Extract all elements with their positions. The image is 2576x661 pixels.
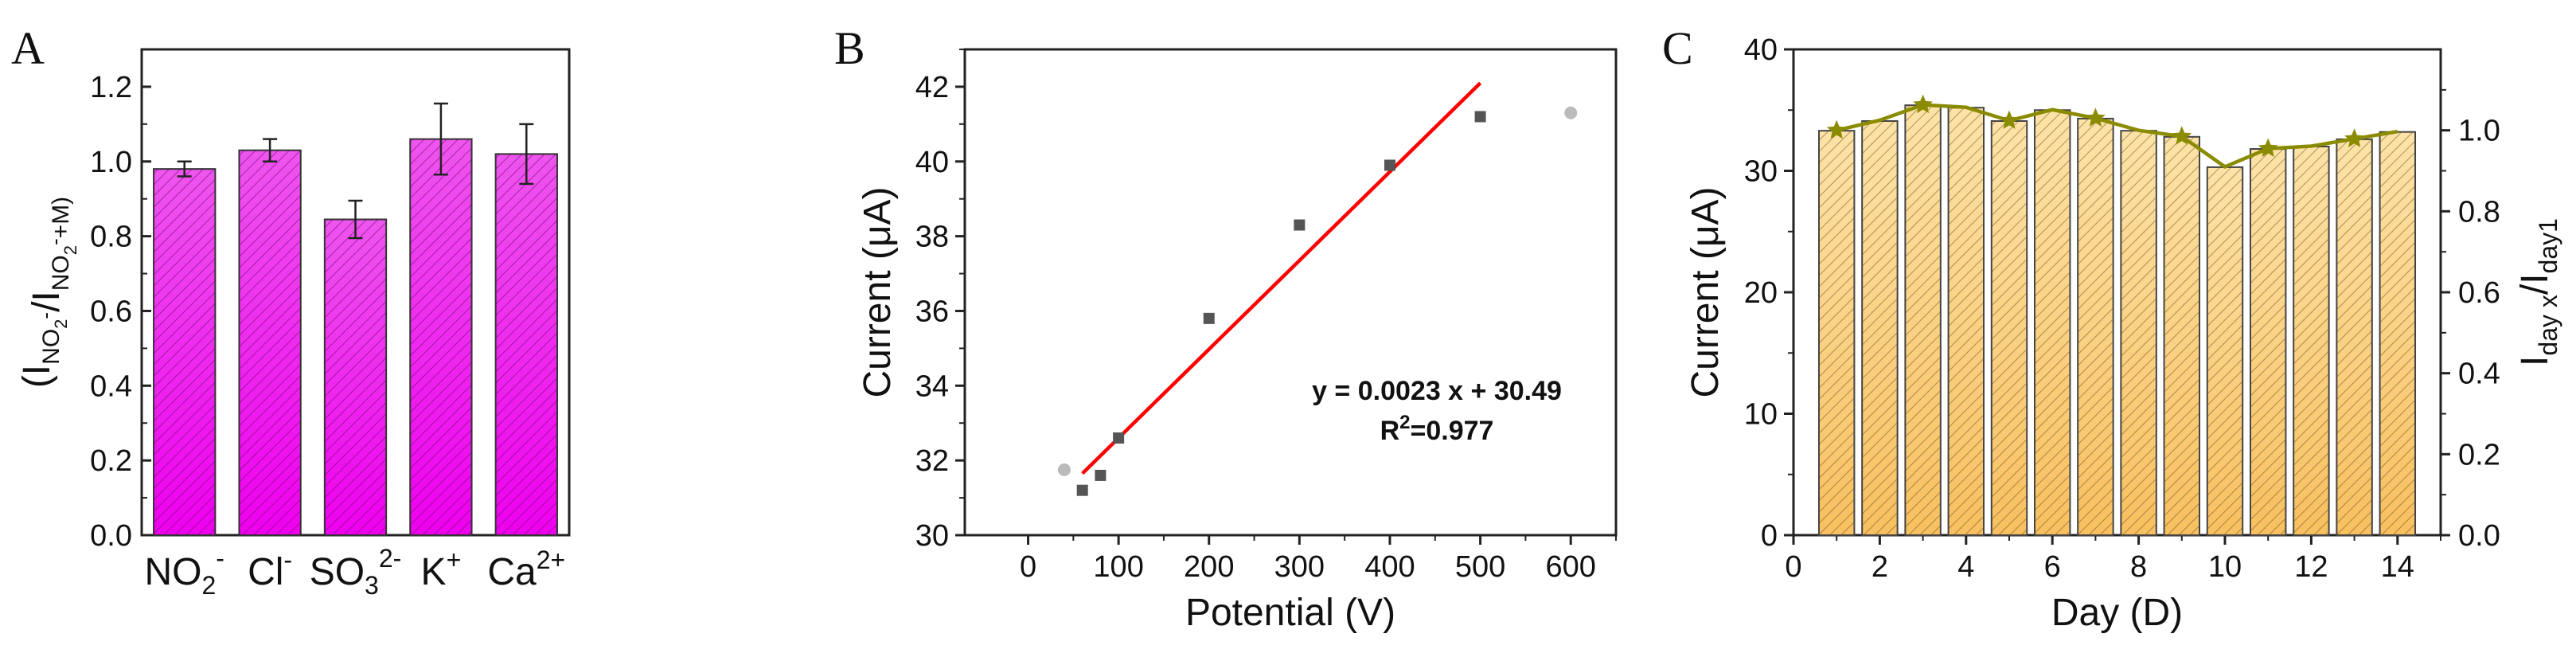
- ratio-marker: [2172, 126, 2192, 145]
- x-tick-label: 300: [1274, 550, 1325, 584]
- x-tick-label: 0: [1785, 550, 1801, 584]
- y-tick-label: 1.0: [90, 146, 132, 179]
- fit-r2: R2=0.977: [1380, 412, 1494, 446]
- bar-hatch: [410, 139, 472, 535]
- y-tick-label: 42: [915, 71, 949, 104]
- x-category-label: SO32-: [310, 544, 402, 600]
- y-tick-label: 32: [915, 444, 949, 478]
- x-tick-label: 10: [2208, 550, 2242, 584]
- x-tick-label: 14: [2381, 550, 2414, 584]
- panel-b: B 0 100 200 300 400 500 600 30 32 34 36 38 40 42 y = 0.…: [834, 22, 1618, 634]
- data-point: [1474, 111, 1486, 123]
- data-point-excluded: [1057, 463, 1071, 476]
- y2-tick-label: 0.2: [2458, 438, 2500, 471]
- y2-tick-label: 0.0: [2458, 519, 2500, 553]
- y2-tick-label: 0.4: [2458, 358, 2500, 391]
- data-point: [1384, 159, 1395, 171]
- data-point: [1076, 484, 1088, 496]
- y2-tick-label: 0.8: [2458, 195, 2500, 229]
- x-category-label: Cl-: [248, 546, 292, 593]
- y-tick-label: 40: [1744, 33, 1778, 67]
- y2-tick-label: 1.0: [2458, 115, 2500, 148]
- bar-hatch: [2379, 131, 2416, 535]
- y-tick-label: 38: [915, 221, 949, 254]
- ratio-marker: [2258, 138, 2278, 158]
- bar-hatch: [2250, 149, 2286, 536]
- x-tick-label: 600: [1545, 550, 1595, 584]
- x-axis-label: Potential (V): [1185, 592, 1395, 634]
- x-tick-label: 100: [1093, 550, 1143, 584]
- ratio-marker: [1913, 94, 1933, 114]
- x-tick-label: 6: [2044, 550, 2061, 584]
- bar-hatch: [2164, 136, 2200, 536]
- ratio-marker: [1826, 119, 1847, 139]
- y-tick-label: 0.6: [90, 295, 132, 328]
- panel-c: C 0 2 4 6 8 10 12 14 0 10 20 30 40 0.0 0.2 0.4 0.6 0.8 1.0 D…: [1662, 22, 2562, 634]
- x-tick-label: 8: [2130, 550, 2147, 584]
- x-tick-label: 400: [1364, 550, 1415, 584]
- bar-hatch: [1948, 108, 1985, 535]
- bar-hatch: [154, 169, 216, 535]
- y-axis-label: Current (μA): [857, 186, 899, 397]
- y-tick-label: 36: [915, 295, 949, 328]
- fit-line: [1081, 81, 1482, 475]
- data-point: [1095, 469, 1107, 481]
- y-tick-label: 1.2: [90, 71, 132, 104]
- panel-a: A 0.0 0.2 0.4 0.6 0.8 1.0 1.2 NO2- Cl- SO32- K+ Ca2+…: [11, 22, 571, 600]
- x-tick-label: 200: [1184, 550, 1234, 584]
- bar-hatch: [1862, 120, 1898, 536]
- bar-hatch: [2078, 118, 2113, 536]
- x-tick-label: 4: [1957, 550, 1974, 584]
- y-tick-label: 20: [1744, 276, 1778, 310]
- y2-axis-label: Iday x/Iday1: [2514, 218, 2562, 366]
- data-point: [1203, 312, 1215, 324]
- panel-letter-a: A: [11, 22, 45, 74]
- bar-hatch: [324, 219, 387, 535]
- x-category-label: Ca2+: [487, 546, 565, 593]
- y2-tick-label: 0.6: [2458, 276, 2500, 310]
- y-tick-label: 0.2: [90, 444, 132, 478]
- y-tick-label: 10: [1744, 398, 1778, 432]
- x-tick-label: 500: [1455, 550, 1505, 584]
- ratio-marker: [1999, 110, 2020, 129]
- bar-hatch: [2121, 131, 2156, 536]
- bar-hatch: [2034, 110, 2071, 535]
- y-tick-label: 0: [1761, 519, 1778, 553]
- axis-frame: [963, 48, 1618, 537]
- x-category-label: K+: [421, 546, 462, 593]
- y-tick-label: 0.0: [90, 519, 132, 553]
- x-category-label: NO2-: [144, 544, 224, 600]
- panel-letter-b: B: [834, 22, 865, 74]
- panel-letter-c: C: [1662, 22, 1693, 74]
- y-axis-label: Current (μA): [1684, 186, 1727, 397]
- x-axis-label: Day (D): [2051, 592, 2183, 634]
- y-axis-label: (INO2-/INO2-+M): [16, 197, 80, 388]
- x-tick-label: 2: [1872, 550, 1888, 584]
- ratio-marker: [2344, 128, 2364, 147]
- x-tick-label: 0: [1020, 550, 1036, 584]
- bar-hatch: [495, 154, 557, 535]
- y-tick-label: 34: [915, 370, 949, 403]
- ratio-marker: [2086, 108, 2106, 127]
- y-tick-label: 30: [1744, 155, 1778, 189]
- fit-equation: y = 0.0023 x + 30.49: [1312, 376, 1562, 406]
- y-tick-label: 0.4: [90, 370, 132, 403]
- bar-hatch: [1818, 131, 1855, 536]
- ratio-line: [1836, 103, 2398, 169]
- y-tick-label: 40: [915, 146, 949, 179]
- bar-hatch: [1905, 105, 1941, 535]
- bar-hatch: [2293, 147, 2329, 535]
- bar-hatch: [2207, 166, 2243, 536]
- data-point: [1294, 219, 1306, 231]
- data-point: [1113, 432, 1125, 444]
- x-tick-label: 12: [2294, 550, 2328, 584]
- data-point-excluded: [1564, 106, 1578, 119]
- y-tick-label: 0.8: [90, 221, 132, 254]
- bar-hatch: [2336, 139, 2372, 535]
- y-tick-label: 30: [915, 519, 949, 553]
- bar-hatch: [1991, 120, 2028, 536]
- bar-hatch: [239, 150, 301, 535]
